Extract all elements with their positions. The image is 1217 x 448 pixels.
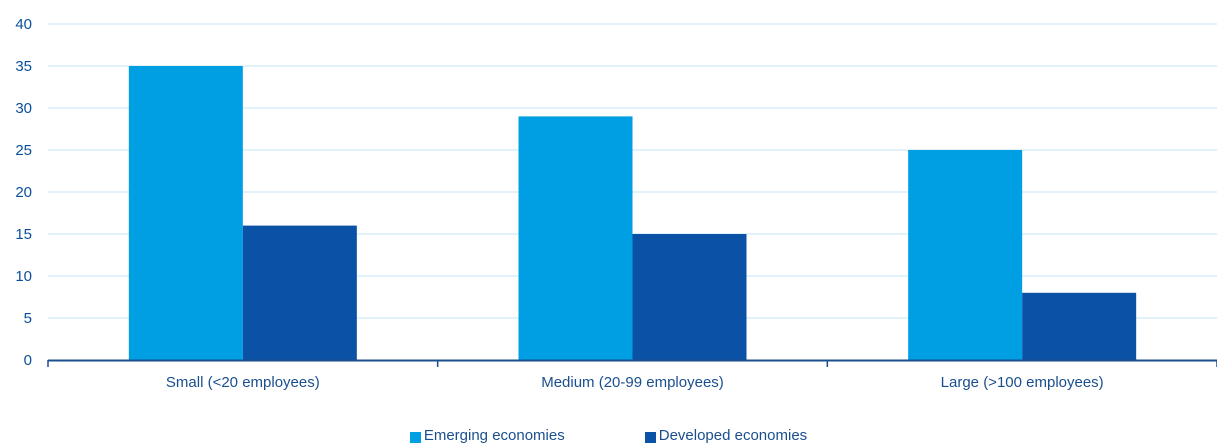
- bar-emerging: [128, 66, 243, 360]
- legend-swatch-developed: [644, 432, 656, 443]
- x-category-label: Large (>100 employees): [941, 374, 1104, 391]
- legend-item-developed: Developed economies: [644, 427, 808, 448]
- legend-label-emerging: Emerging economies: [423, 427, 565, 444]
- y-axis-ticks: 0 5 10 15 20 25 30 35 40: [15, 16, 32, 369]
- x-axis-labels: Small (<20 employees) Medium (20-99 emplo…: [166, 374, 1104, 391]
- bars: [128, 66, 1137, 361]
- y-tick-label: 10: [15, 268, 32, 285]
- y-tick-label: 30: [15, 100, 32, 117]
- bar-developed: [1022, 292, 1137, 360]
- y-tick-label: 0: [24, 352, 32, 369]
- y-tick-label: 5: [24, 310, 32, 327]
- bar-developed: [242, 225, 357, 360]
- x-axis: [47, 359, 1217, 367]
- bar-chart: 0 5 10 15 20 25 30 35 40 Small (<20 employees) Me…: [15, 16, 1217, 391]
- bar-emerging: [908, 150, 1023, 360]
- y-tick-label: 15: [15, 226, 32, 243]
- y-tick-label: 25: [15, 142, 32, 159]
- x-category-label: Small (<20 employees): [166, 374, 320, 391]
- bar-developed: [632, 234, 747, 360]
- x-category-label: Medium (20-99 employees): [541, 374, 724, 391]
- legend-swatch-emerging: [409, 432, 421, 443]
- y-tick-label: 35: [15, 58, 32, 75]
- y-tick-label: 40: [15, 16, 32, 33]
- legend: Emerging economies Developed economies: [0, 427, 1217, 448]
- legend-item-emerging: Emerging economies: [409, 427, 565, 448]
- y-tick-label: 20: [15, 184, 32, 201]
- bar-emerging: [518, 116, 633, 361]
- legend-label-developed: Developed economies: [658, 427, 808, 444]
